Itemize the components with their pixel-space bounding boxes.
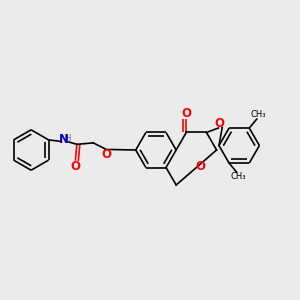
Text: O: O (101, 148, 111, 161)
Text: O: O (196, 160, 206, 172)
Text: O: O (215, 117, 225, 130)
Text: O: O (70, 160, 80, 172)
Text: N: N (59, 133, 69, 146)
Text: CH₃: CH₃ (230, 172, 246, 181)
Text: H: H (64, 134, 72, 144)
Text: CH₃: CH₃ (250, 110, 266, 119)
Text: O: O (181, 107, 191, 120)
